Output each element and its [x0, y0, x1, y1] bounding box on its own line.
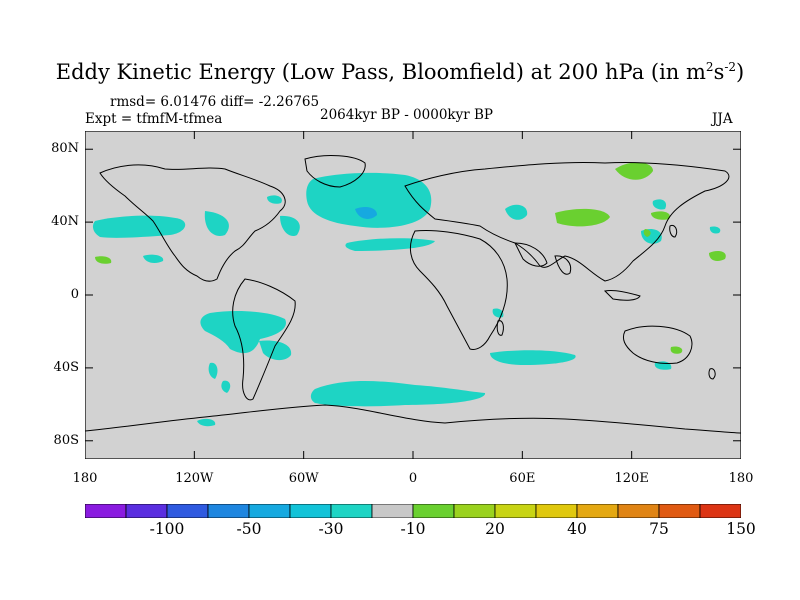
colorbar-swatch: [412, 504, 455, 518]
strong-negative-anomaly-region: [355, 207, 377, 219]
x-tick-label: 0: [408, 471, 418, 486]
y-tick-label: 40N: [51, 214, 79, 230]
colorbar-swatch: [330, 504, 373, 518]
colorbar-label: 75: [649, 520, 669, 538]
season-label: JJA: [712, 111, 733, 127]
period-label: 2064kyr BP - 0000kyr BP: [320, 107, 493, 123]
plot-title: Eddy Kinetic Energy (Low Pass, Bloomfiel…: [55, 60, 745, 84]
colorbar-label: 40: [567, 520, 587, 538]
experiment-label: Expt = tfmfM-tfmea: [85, 111, 223, 127]
y-tick-label: 80S: [53, 432, 79, 448]
colorbar-swatch: [207, 504, 250, 518]
positive-anomaly-regions: [95, 162, 726, 354]
colorbar-label: -50: [236, 520, 262, 538]
x-tick-label: 120W: [175, 471, 214, 486]
colorbar: [85, 504, 741, 518]
x-tick-label: 120E: [614, 471, 649, 486]
colorbar-swatch: [699, 504, 741, 518]
y-tick-marks: [85, 148, 741, 442]
x-tick-marks: [85, 131, 741, 459]
colorbar-swatch: [453, 504, 496, 518]
stats-label: rmsd= 6.01476 diff= -2.26765: [110, 94, 320, 110]
colorbar-swatch: [289, 504, 332, 518]
colorbar-label: -10: [400, 520, 426, 538]
map-panel: [85, 131, 741, 459]
x-tick-label: 180: [728, 471, 754, 486]
colorbar-swatch: [658, 504, 701, 518]
y-tick-label: 40S: [53, 359, 79, 375]
colorbar-swatch: [166, 504, 209, 518]
coastlines: [85, 155, 741, 434]
x-tick-label: 180: [72, 471, 98, 486]
colorbar-swatch: [125, 504, 168, 518]
colorbar-swatch: [371, 504, 414, 518]
y-tick-label: 80N: [51, 141, 79, 157]
negative-anomaly-regions: [92, 172, 721, 427]
colorbar-swatch: [85, 504, 127, 518]
colorbar-label: 20: [485, 520, 505, 538]
colorbar-swatch: [576, 504, 619, 518]
colorbar-swatch: [494, 504, 537, 518]
colorbar-label: 150: [726, 520, 756, 538]
colorbar-swatch: [617, 504, 660, 518]
colorbar-swatch: [535, 504, 578, 518]
x-tick-label: 60E: [509, 471, 536, 486]
colorbar-label: -100: [149, 520, 185, 538]
colorbar-swatch: [248, 504, 291, 518]
y-tick-label: 0: [70, 287, 79, 302]
colorbar-label: -30: [318, 520, 344, 538]
x-tick-label: 60W: [288, 471, 319, 486]
